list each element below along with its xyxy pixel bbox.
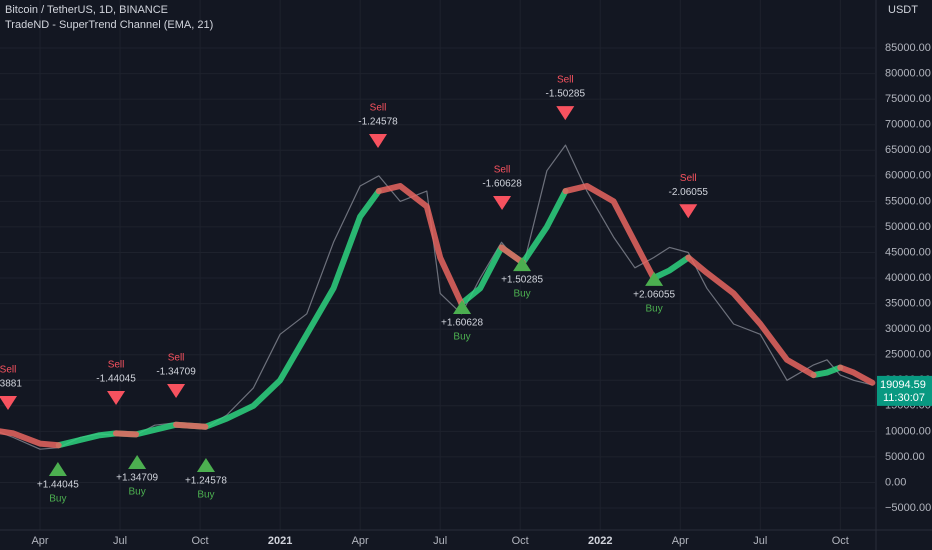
signal-value: -1.60628 [482,179,522,190]
signal-value: -2.06055 [669,187,709,198]
chart-subtitle: TradeND - SuperTrend Channel (EMA, 21) [5,19,213,31]
channel-line [650,254,692,281]
y-tick-label: 10000.00 [885,425,931,437]
x-tick-label: Jul [113,535,127,547]
signal-value: +1.24578 [185,476,227,487]
signal-kind: Buy [129,487,146,498]
y-tick-label: 5000.00 [885,451,925,463]
channel-line [0,428,62,449]
channel-line [685,254,817,379]
sell-marker [167,384,186,399]
sell-marker [0,396,18,411]
channel-line [498,244,526,266]
x-tick-label: Jul [433,535,447,547]
buy-marker [513,257,532,272]
signal-kind: Buy [49,494,66,505]
sell-marker [679,204,698,219]
chart-title: Bitcoin / TetherUS, 1D, BINANCE [5,4,168,16]
signal-value: +2.06055 [633,290,675,301]
signal-kind: Sell [0,365,16,376]
y-tick-label: 60000.00 [885,170,931,182]
channel-line [375,183,465,307]
buy-marker [48,462,67,477]
signal-value: +1.34709 [116,473,158,484]
y-tick-label: 50000.00 [885,221,931,233]
channel-line [113,430,140,438]
x-tick-label: Oct [192,535,209,547]
signal-value: -1.24578 [358,117,398,128]
x-tick-label: 2022 [588,535,612,547]
signal-value: -1.50285 [546,89,586,100]
signal-kind: Buy [453,332,470,343]
price-tag-value: 19094.59 [880,379,926,391]
price-tag-countdown: 11:30:07 [883,392,925,404]
signal-kind: Buy [197,490,214,501]
signal-value: +1.60628 [441,318,483,329]
y-tick-label: 70000.00 [885,119,931,131]
y-tick-label: 55000.00 [885,195,931,207]
y-tick-label: 0.00 [885,476,906,488]
sell-marker [107,391,126,406]
signal-value: 23881 [0,379,22,390]
signal-kind: Sell [557,75,574,86]
x-tick-label: Oct [512,535,529,547]
y-tick-label: 65000.00 [885,144,931,156]
y-tick-label: 80000.00 [885,68,931,80]
signal-value: -1.44045 [96,374,136,385]
buy-marker [453,300,472,315]
signal-value: -1.34709 [156,367,196,378]
y-axis-label: USDT [888,4,918,16]
sell-marker [369,134,388,149]
buy-marker [645,271,664,286]
axis: −5000.000.005000.0010000.0015000.0020000… [31,42,932,547]
channel-line [837,364,876,386]
sell-marker [493,196,512,211]
signal-kind: Sell [680,173,697,184]
buy-marker [128,455,147,470]
y-tick-label: 35000.00 [885,297,931,309]
x-tick-label: Jul [753,535,767,547]
x-tick-label: Apr [672,535,689,547]
x-tick-label: Apr [31,535,48,547]
channel-line [173,421,209,430]
channel-line [562,183,657,281]
signal-kind: Sell [370,103,387,114]
y-tick-label: 40000.00 [885,272,931,284]
buy-marker [196,458,215,473]
y-tick-label: 30000.00 [885,323,931,335]
signal-kind: Sell [168,353,185,364]
x-tick-label: 2021 [268,535,292,547]
signal-kind: Buy [645,304,662,315]
y-tick-label: 85000.00 [885,42,931,54]
sell-marker [556,106,575,121]
signal-kind: Sell [108,360,125,371]
y-tick-label: −5000.00 [885,502,931,514]
price-tag [877,375,932,406]
channel-line [810,364,844,379]
signal-value: +1.50285 [501,275,543,286]
x-tick-label: Oct [832,535,849,547]
y-tick-label: 45000.00 [885,246,931,258]
signal-value: +1.44045 [37,480,79,491]
x-tick-label: Apr [352,535,369,547]
y-tick-label: 25000.00 [885,349,931,361]
plot: Sell 23881 +1.44045 Buy Sell -1.44045 +1.34709… [0,75,876,505]
y-tick-label: 75000.00 [885,93,931,105]
signal-kind: Buy [513,289,530,300]
signal-kind: Sell [494,165,511,176]
